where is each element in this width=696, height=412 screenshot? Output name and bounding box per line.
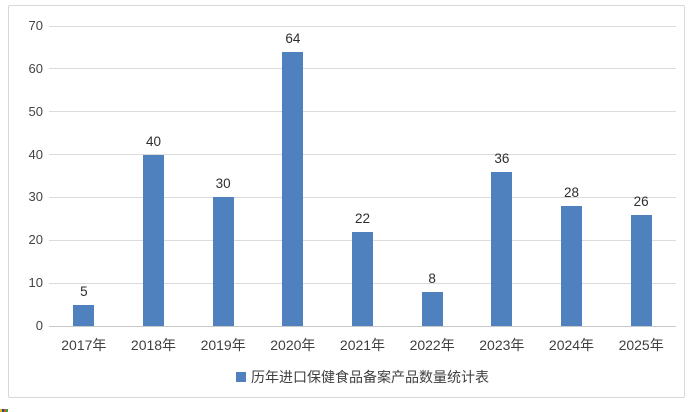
y-tick-label: 0 (35, 318, 43, 333)
gridline (49, 25, 676, 27)
x-tick-label: 2021年 (339, 337, 386, 353)
artifact-pixel (2, 409, 4, 412)
gridline (49, 68, 676, 70)
gridline (49, 154, 676, 156)
x-tick-label: 2020年 (270, 337, 316, 353)
bar (352, 231, 373, 326)
bar (73, 304, 95, 326)
y-tick-label: 30 (28, 189, 43, 205)
bar (421, 291, 443, 326)
y-tick-label: 70 (28, 18, 43, 33)
bar-value-label: 30 (215, 176, 231, 192)
y-tick-label: 50 (28, 103, 43, 119)
gridline (49, 111, 676, 113)
bar-value-label: 36 (494, 150, 510, 166)
y-tick-label: 40 (28, 146, 43, 162)
x-axis-line (49, 325, 676, 327)
bar-value-label: 64 (285, 30, 301, 46)
bar (282, 51, 304, 326)
bar (561, 206, 582, 326)
x-axis-labels: 2017年 2018年 2019年 2020年 2021年 2022年 2023年 2024年… (49, 334, 676, 356)
bar-value-label: 28 (563, 185, 579, 200)
bar (491, 171, 513, 326)
legend-marker-icon (236, 372, 246, 382)
bar-value-label: 40 (145, 133, 161, 149)
artifact-pixel (6, 409, 8, 412)
bar (630, 214, 652, 326)
bar (143, 154, 164, 326)
x-tick-label: 2025年 (618, 337, 664, 353)
bar-value-label: 5 (80, 283, 88, 299)
bar (212, 197, 234, 326)
y-tick-label: 20 (28, 232, 43, 248)
gridline (49, 196, 676, 198)
chart-container: 0 10 20 30 40 50 60 70 5 40 30 64 22 8 36 28 26 2017年 201… (8, 5, 685, 398)
screenshot-pixel-artifact (0, 409, 8, 412)
bar-value-label: 8 (428, 270, 436, 286)
artifact-pixel (0, 409, 2, 412)
artifact-pixel (4, 409, 6, 412)
chart-legend: 历年进口保健食品备案产品数量统计表 (49, 368, 676, 386)
x-tick-label: 2019年 (200, 337, 246, 353)
bar-value-label: 22 (354, 210, 370, 226)
y-tick-label: 60 (28, 60, 43, 76)
bar-value-label: 26 (633, 193, 649, 209)
x-tick-label: 2024年 (548, 337, 595, 353)
x-tick-label: 2017年 (61, 337, 107, 353)
x-tick-label: 2023年 (479, 337, 525, 353)
x-tick-label: 2022年 (409, 337, 455, 353)
x-tick-label: 2018年 (130, 337, 177, 353)
plot-area: 0 10 20 30 40 50 60 70 5 40 30 64 22 8 36 28 26 (29, 18, 676, 333)
legend-label: 历年进口保健食品备案产品数量统计表 (251, 370, 489, 386)
y-tick-label: 10 (28, 275, 43, 291)
